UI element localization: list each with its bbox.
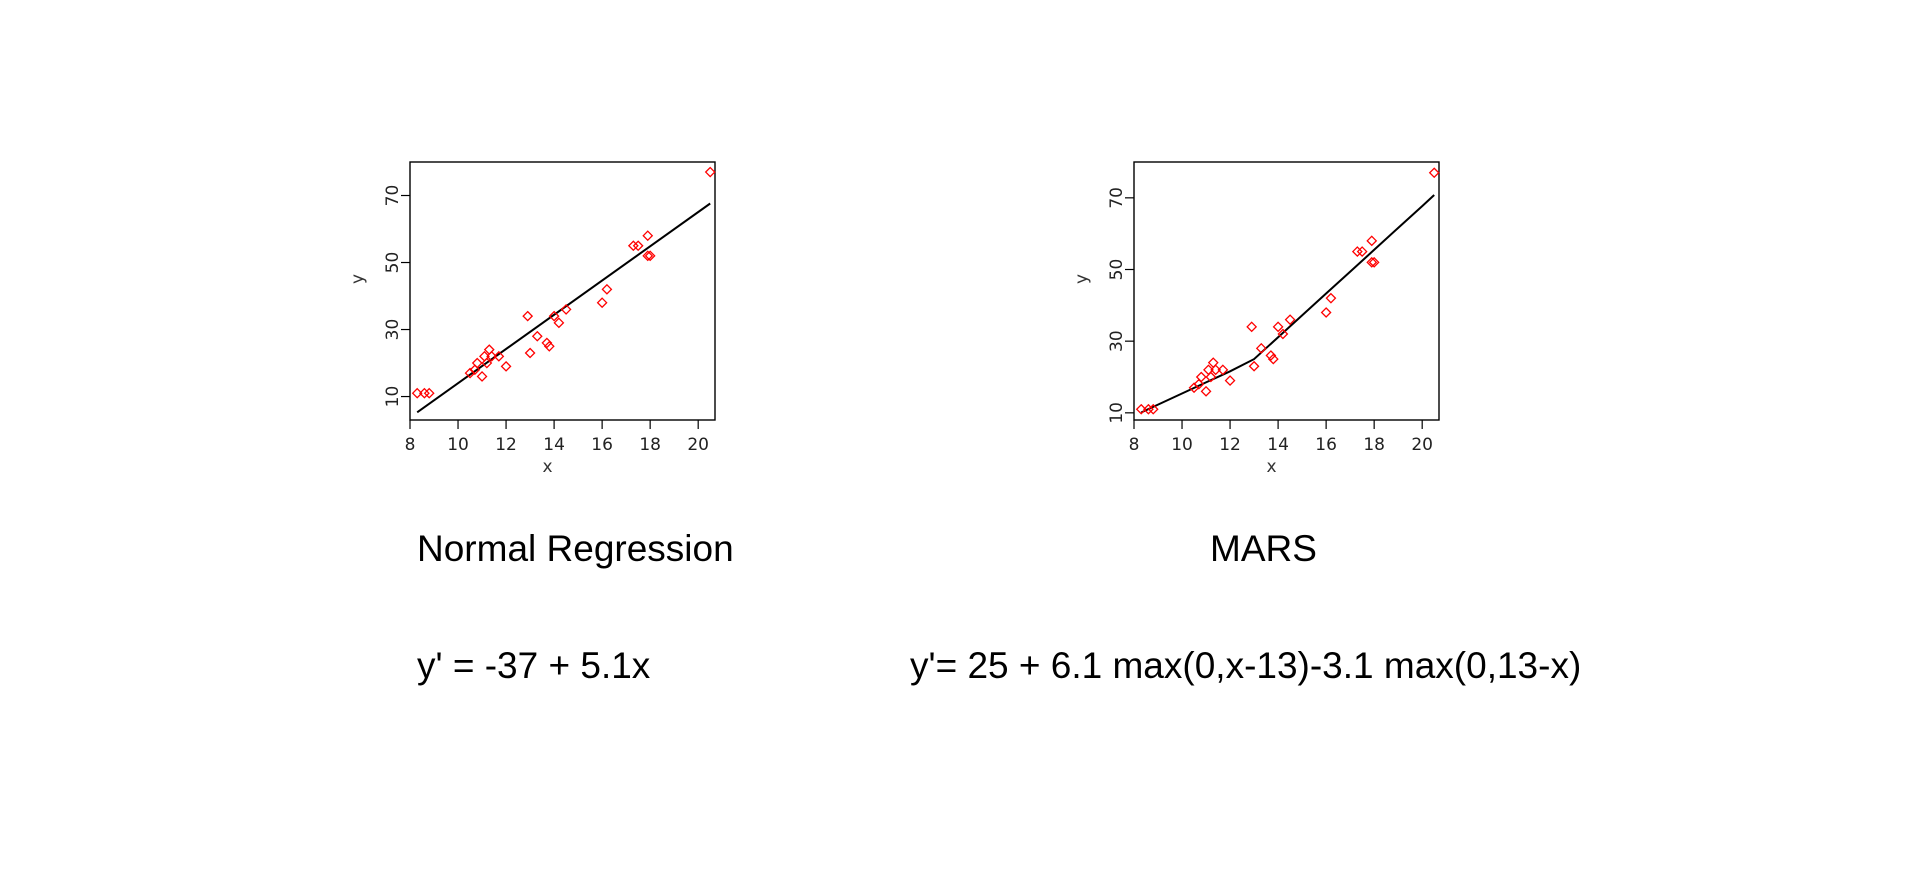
normal-regression-data-point	[531, 330, 543, 342]
mars-data-point	[1277, 328, 1289, 340]
normal-regression-data-point	[493, 350, 505, 362]
mars-data-point	[1210, 364, 1222, 376]
normal-regression-data-point	[418, 387, 430, 399]
mars-data-point	[1217, 364, 1229, 376]
mars-y-tick-label: 70	[1107, 187, 1127, 209]
normal-regression-data-point	[471, 357, 483, 369]
normal-regression-y-tick-label: 10	[383, 386, 403, 408]
mars-x-tick-label: 20	[1411, 435, 1433, 455]
normal-regression-data-point	[476, 371, 488, 382]
normal-regression-data-point	[560, 304, 572, 315]
mars-data-point	[1325, 292, 1337, 304]
normal-regression-data-point	[522, 310, 534, 322]
normal-regression-x-tick-label: 20	[687, 435, 709, 455]
mars-x-tick-label: 12	[1219, 435, 1241, 455]
normal-regression-data-point	[541, 337, 553, 349]
mars-data-point	[1284, 314, 1296, 326]
normal-regression-data-point	[411, 387, 423, 399]
mars-y-tick-label: 30	[1107, 330, 1127, 352]
normal-regression-title: Normal Regression	[417, 528, 734, 569]
mars-data-point	[1320, 307, 1332, 318]
normal-regression-data-point	[644, 250, 656, 262]
normal-regression-x-tick-label: 12	[495, 435, 517, 455]
normal-regression-data-point	[642, 230, 654, 242]
mars-x-tick-label: 14	[1267, 435, 1289, 455]
normal-regression-data-point	[704, 166, 716, 178]
mars-title: MARS	[1210, 528, 1317, 569]
normal-regression-data-point	[486, 350, 498, 362]
normal-regression-plot-frame	[409, 161, 716, 421]
mars-data-point	[1142, 403, 1154, 415]
mars-x-tick-label: 8	[1129, 435, 1140, 455]
normal-regression-y-axis-label: y	[348, 274, 368, 284]
mars-y-axis-label: y	[1072, 274, 1092, 284]
normal-regression-data-point	[423, 387, 435, 399]
normal-regression-x-tick-label: 10	[447, 435, 469, 455]
normal-regression-x-tick-label: 14	[543, 435, 565, 455]
mars-data-point	[1272, 321, 1284, 333]
mars-y-tick-label: 10	[1107, 402, 1127, 424]
mars-data-point	[1368, 256, 1380, 268]
normal-regression-plot: 8 10 12 14 16 18 20 10 30 50 70 x y	[348, 161, 716, 477]
normal-regression-x-tick-label: 18	[639, 435, 661, 455]
normal-regression-data-point	[596, 297, 608, 309]
mars-plot-frame	[1133, 161, 1440, 421]
mars-data-point	[1246, 321, 1258, 333]
normal-regression-x-tick-label: 16	[591, 435, 613, 455]
normal-regression-data-point	[601, 283, 613, 295]
normal-regression-equation: y' = -37 + 5.1x	[417, 645, 651, 686]
mars-data-point	[1366, 256, 1378, 268]
normal-regression-data-point	[548, 310, 560, 322]
normal-regression-y-tick-label: 50	[383, 252, 403, 274]
normal-regression-data-point	[469, 364, 481, 376]
normal-regression-data-point	[500, 360, 512, 372]
normal-regression-data-point	[481, 357, 493, 369]
mars-data-point	[1224, 375, 1236, 387]
mars-data-point	[1195, 371, 1207, 383]
mars-data-point	[1200, 385, 1212, 397]
mars-data-point	[1147, 403, 1159, 415]
mars-x-axis-label: x	[1266, 457, 1276, 477]
mars-data-point	[1265, 350, 1277, 361]
normal-regression-data-point	[524, 347, 536, 359]
mars-x-tick-label: 10	[1171, 435, 1193, 455]
mars-equation: y'= 25 + 6.1 max(0,x-13)-3.1 max(0,13-x)	[910, 645, 1582, 686]
mars-data-point	[1267, 353, 1279, 365]
mars-y-tick-label: 50	[1107, 259, 1127, 281]
mars-data-point	[1356, 246, 1368, 258]
mars-data-point	[1193, 378, 1205, 390]
mars-data-point	[1248, 360, 1260, 372]
mars-data-point	[1255, 342, 1267, 354]
normal-regression-x-tick-label: 8	[405, 435, 416, 455]
normal-regression-data-point	[642, 250, 654, 262]
normal-regression-data-point	[553, 317, 565, 329]
mars-data-point	[1351, 246, 1363, 258]
mars-x-tick-label: 18	[1363, 435, 1385, 455]
mars-data-point	[1428, 167, 1440, 179]
normal-regression-data-point	[632, 240, 644, 252]
mars-data-point	[1205, 371, 1217, 383]
normal-regression-data-point	[627, 240, 639, 252]
normal-regression-data-point	[543, 340, 555, 352]
normal-regression-y-tick-label: 30	[383, 319, 403, 341]
mars-data-point	[1135, 403, 1147, 415]
normal-regression-x-axis-label: x	[542, 457, 552, 477]
mars-x-tick-label: 16	[1315, 435, 1337, 455]
normal-regression-y-tick-label: 70	[383, 185, 403, 207]
mars-data-point	[1366, 235, 1378, 247]
mars-fit-line	[1140, 194, 1435, 414]
